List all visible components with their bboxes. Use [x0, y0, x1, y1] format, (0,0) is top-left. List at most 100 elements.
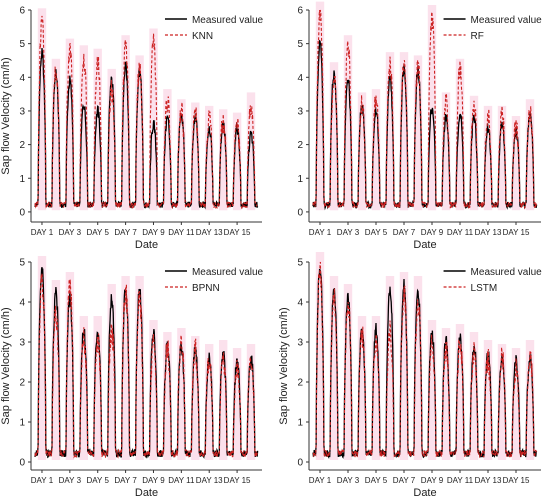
x-tick-label: DAY 5 — [365, 228, 388, 237]
uncertainty-band — [385, 52, 395, 211]
legend-label: LSTM — [471, 283, 498, 294]
uncertainty-band — [79, 316, 88, 460]
y-tick-label: 0 — [19, 207, 25, 218]
uncertainty-band — [93, 48, 102, 211]
uncertainty-band — [246, 92, 256, 211]
uncertainty-band — [413, 55, 423, 211]
y-axis-label: Sap flow Velocity (cm/h) — [278, 307, 290, 424]
x-axis-label: Date — [413, 487, 436, 499]
x-tick-label: DAY 3 — [59, 476, 82, 485]
y-tick-label: 6 — [19, 6, 25, 17]
uncertainty-band — [121, 35, 130, 211]
y-tick-label: 1 — [19, 418, 25, 429]
uncertainty-band — [177, 99, 186, 211]
x-tick-label: DAY 13 — [475, 228, 502, 237]
x-axis-label: Date — [413, 239, 436, 251]
legend: Measured value BPNN — [164, 267, 264, 294]
y-tick-label: 1 — [297, 174, 303, 185]
uncertainty-band — [219, 109, 228, 211]
y-tick-label: 0 — [19, 458, 25, 469]
y-tick-label: 6 — [297, 6, 303, 17]
y-tick-label: 0 — [297, 207, 303, 218]
x-tick-label: DAY 1 — [309, 228, 332, 237]
y-tick-label: 3 — [297, 338, 303, 349]
uncertainty-band — [79, 45, 88, 211]
series-line-predicted — [34, 15, 258, 210]
legend-label: KNN — [192, 31, 213, 42]
x-tick-label: DAY 13 — [196, 228, 223, 237]
x-tick-label: DAY 15 — [503, 476, 530, 485]
x-tick-label: DAY 7 — [393, 476, 416, 485]
y-axis-label: Sap flow Velocity (cm/h) — [0, 57, 12, 174]
uncertainty-band — [315, 1, 325, 211]
x-tick-label: DAY 15 — [224, 476, 251, 485]
uncertainty-band — [163, 332, 172, 460]
uncertainty-band — [483, 105, 493, 211]
x-tick-label: DAY 9 — [142, 228, 165, 237]
series-line-predicted — [312, 9, 538, 210]
y-tick-label: 3 — [19, 106, 25, 117]
y-tick-label: 1 — [297, 418, 303, 429]
uncertainty-band — [385, 276, 395, 460]
legend-label: Measured value — [192, 267, 264, 278]
uncertainty-band — [51, 58, 61, 211]
y-tick-label: 0 — [297, 458, 303, 469]
uncertainty-band — [205, 105, 214, 211]
uncertainty-band — [177, 328, 186, 460]
x-tick-label: DAY 7 — [114, 228, 137, 237]
uncertainty-band — [65, 38, 75, 211]
uncertainty-band — [149, 28, 158, 211]
legend-label: BPNN — [192, 283, 220, 294]
uncertainty-band — [497, 105, 507, 211]
uncertainty-band — [205, 344, 214, 460]
legend-label: Measured value — [192, 15, 264, 26]
legend-label: RF — [471, 31, 484, 42]
y-tick-label: 5 — [19, 39, 25, 50]
series-line-predicted — [312, 261, 538, 459]
uncertainty-band — [107, 284, 116, 460]
uncertainty-band — [163, 89, 172, 211]
uncertainty-band — [525, 340, 535, 460]
x-tick-label: DAY 11 — [447, 476, 474, 485]
uncertainty-band — [191, 102, 200, 211]
uncertainty-band — [232, 348, 242, 460]
uncertainty-band — [469, 332, 479, 460]
uncertainty-band — [315, 252, 325, 460]
x-tick-label: DAY 11 — [168, 476, 195, 485]
y-tick-label: 4 — [19, 298, 25, 309]
legend-label: Measured value — [471, 267, 543, 278]
uncertainty-band — [511, 348, 521, 460]
x-tick-label: DAY 7 — [114, 476, 137, 485]
x-tick-label: DAY 5 — [87, 228, 110, 237]
uncertainty-band — [441, 92, 451, 211]
uncertainty-band — [65, 272, 75, 460]
series-line-measured — [34, 267, 259, 459]
uncertainty-band — [371, 89, 381, 211]
uncertainty-band — [246, 344, 256, 460]
x-tick-label: DAY 11 — [168, 228, 195, 237]
y-tick-label: 3 — [297, 106, 303, 117]
uncertainty-band — [343, 284, 353, 460]
uncertainty-band — [357, 92, 367, 211]
uncertainty-band — [357, 316, 367, 460]
x-tick-label: DAY 3 — [337, 228, 360, 237]
uncertainty-band — [135, 276, 144, 460]
y-tick-label: 3 — [19, 338, 25, 349]
x-tick-label: DAY 7 — [393, 228, 416, 237]
uncertainty-band — [107, 68, 116, 211]
y-tick-label: 4 — [297, 298, 303, 309]
x-tick-label: DAY 13 — [475, 476, 502, 485]
x-tick-label: DAY 9 — [421, 476, 444, 485]
x-axis-label: Date — [135, 239, 158, 251]
x-tick-label: DAY 5 — [87, 476, 110, 485]
y-tick-label: 5 — [297, 258, 303, 269]
uncertainty-band — [232, 112, 242, 211]
x-tick-label: DAY 3 — [337, 476, 360, 485]
legend-label: Measured value — [471, 15, 543, 26]
uncertainty-band — [497, 344, 507, 460]
x-tick-label: DAY 15 — [224, 228, 251, 237]
uncertainty-band — [399, 272, 409, 460]
